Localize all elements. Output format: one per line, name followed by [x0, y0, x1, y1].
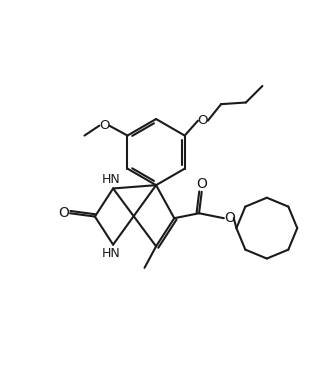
Text: O: O — [196, 178, 207, 192]
Text: HN: HN — [102, 247, 121, 261]
Text: O: O — [58, 206, 69, 220]
Text: O: O — [198, 114, 208, 127]
Text: O: O — [99, 119, 110, 132]
Text: HN: HN — [102, 173, 121, 186]
Text: O: O — [224, 211, 235, 225]
